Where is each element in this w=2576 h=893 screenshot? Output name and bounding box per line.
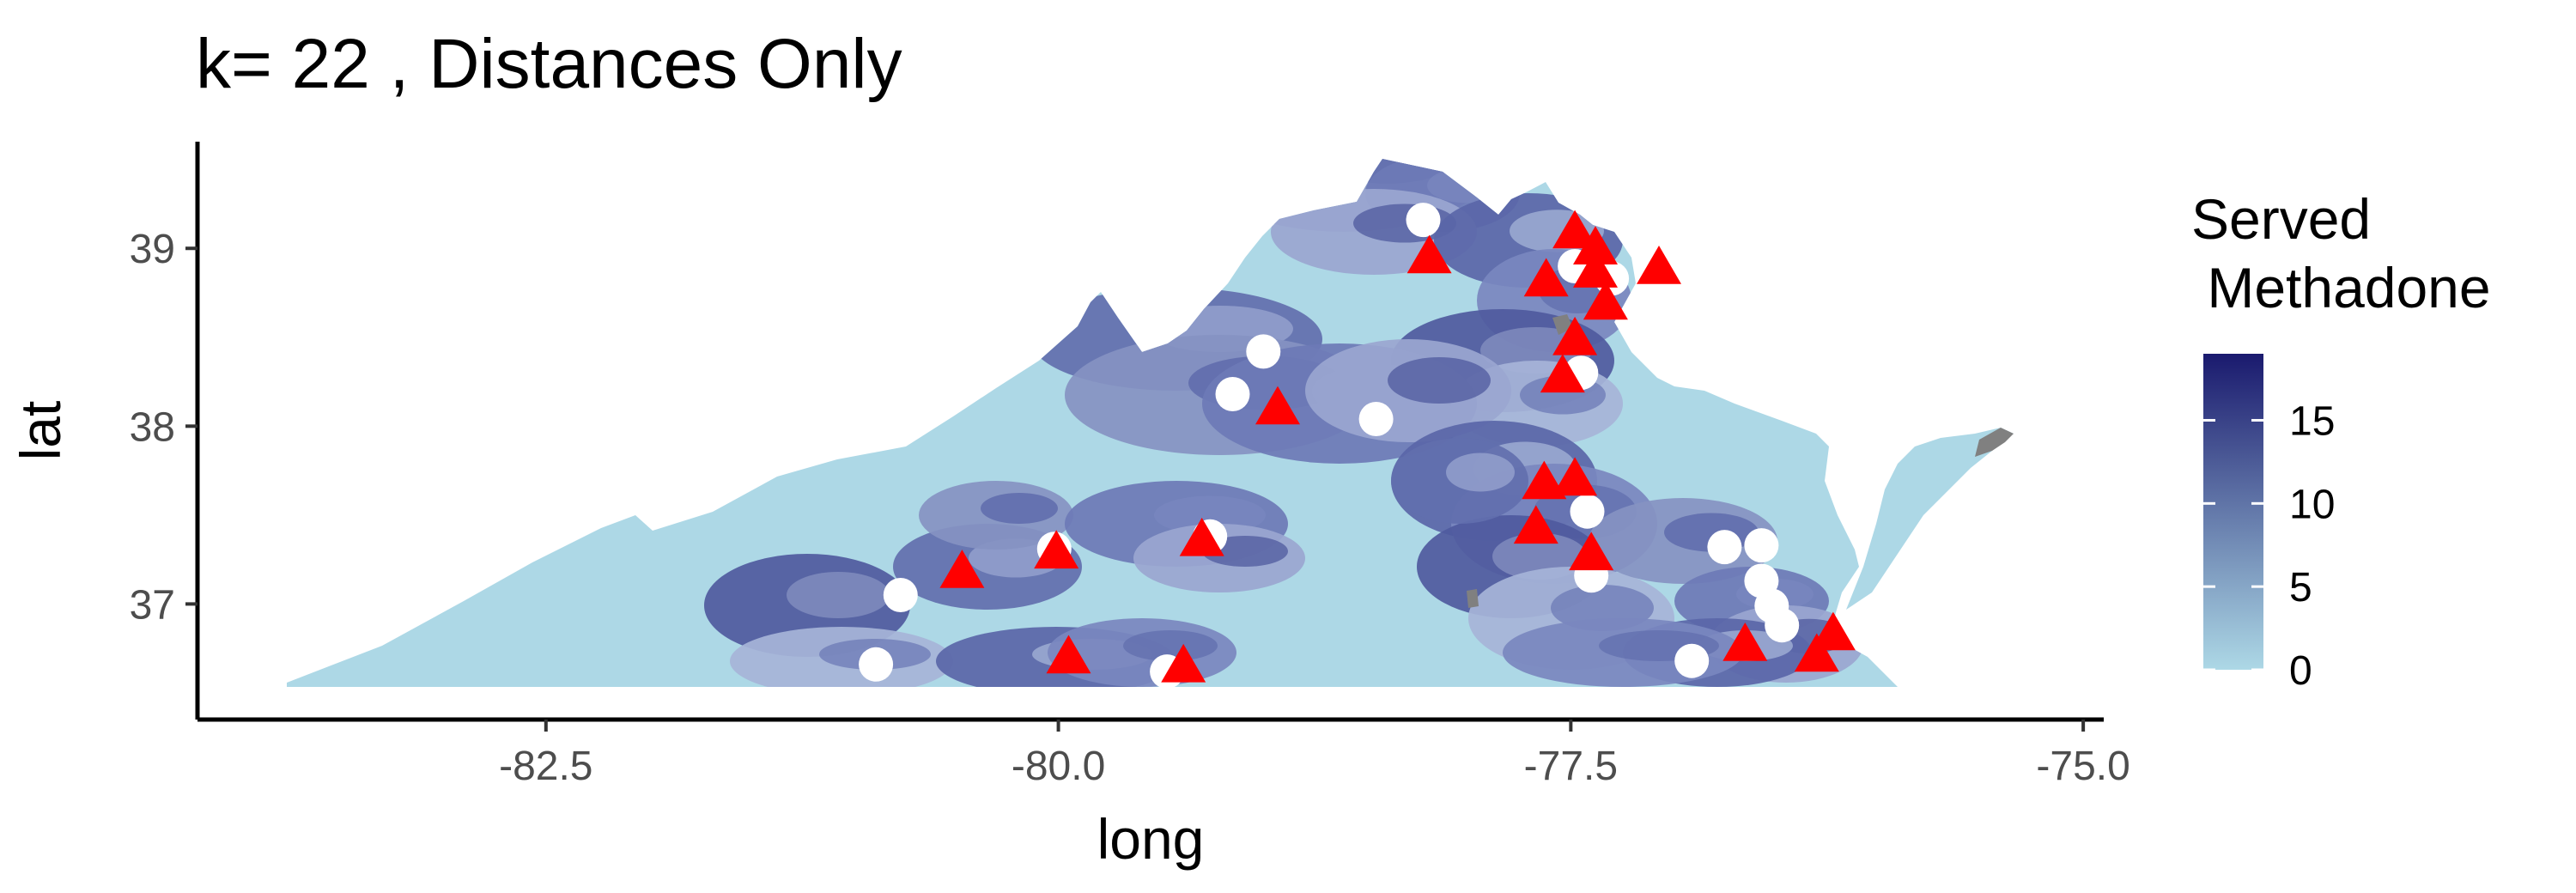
facility-marker (1358, 402, 1394, 436)
county-region (981, 493, 1058, 524)
x-tick-label: -75.0 (2036, 744, 2129, 789)
selected-marker (1522, 460, 1567, 500)
selected-marker (1810, 611, 1856, 651)
selected-marker (1523, 258, 1569, 297)
x-axis-ticks: -82.5 -80.0 -77.5 -75.0 (499, 720, 2130, 789)
eastern-shore-shape (1846, 428, 2014, 610)
selected-marker (1637, 246, 1681, 284)
legend-tick-label: 15 (2289, 398, 2335, 444)
selected-marker (1552, 316, 1598, 355)
legend-tick-label: 0 (2289, 648, 2312, 694)
y-axis-ticks: 37 38 39 (130, 227, 197, 628)
legend-title-line-2: Methadone (2191, 256, 2491, 319)
facility-marker (1707, 530, 1742, 565)
legend-colorbar (2203, 354, 2263, 670)
chart-title: k= 22 , Distances Only (196, 25, 902, 103)
county-region (1427, 167, 1504, 204)
selected-marker (1583, 281, 1628, 320)
x-tick-label: -77.5 (1524, 744, 1618, 789)
facility-marker (1246, 334, 1281, 369)
selected-marker (1573, 226, 1618, 264)
selected-marker (1046, 635, 1091, 674)
county-region (1388, 357, 1491, 404)
facility-marker (883, 578, 918, 612)
facility-marker (1215, 377, 1250, 411)
legend-ticks: 0 5 10 15 (2203, 398, 2335, 694)
color-legend: Served Methadone 0 5 10 15 (2191, 187, 2491, 694)
selected-markers (939, 210, 1856, 683)
selected-marker (1552, 457, 1598, 496)
selected-marker (1034, 530, 1079, 569)
x-axis-title: long (1097, 807, 1205, 871)
facility-marker (859, 647, 894, 682)
facility-marker (1570, 494, 1605, 529)
legend-tick-label: 5 (2289, 565, 2312, 611)
facility-marker (1744, 528, 1779, 563)
y-axis-title: lat (9, 401, 72, 461)
selected-marker (1406, 234, 1452, 274)
eastern-shore-gray-region (1975, 428, 2014, 457)
legend-title-line-1: Served (2191, 187, 2371, 251)
x-tick-label: -80.0 (1012, 744, 1105, 789)
selected-marker (1569, 532, 1614, 571)
county-region (1446, 453, 1515, 492)
facility-marker (1674, 643, 1710, 678)
county-region (787, 572, 890, 618)
selected-marker (1540, 354, 1585, 393)
selected-marker (1722, 623, 1768, 661)
selected-marker (1513, 505, 1558, 544)
selected-marker (939, 550, 985, 588)
legend-tick-label: 10 (2289, 482, 2335, 527)
selected-marker (1255, 386, 1300, 425)
y-tick-label: 39 (130, 227, 175, 272)
y-tick-label: 37 (130, 582, 175, 628)
county-region (1123, 630, 1218, 661)
selected-marker (1573, 249, 1618, 288)
selected-marker (1179, 517, 1224, 556)
facility-marker (1765, 608, 1800, 643)
selected-marker (1161, 643, 1206, 683)
gray-region-small (1467, 589, 1479, 608)
facility-marker (1406, 203, 1441, 238)
x-tick-label: -82.5 (499, 744, 592, 789)
selected-marker (1794, 633, 1839, 672)
y-tick-label: 38 (130, 404, 175, 450)
selected-marker (1552, 210, 1598, 249)
